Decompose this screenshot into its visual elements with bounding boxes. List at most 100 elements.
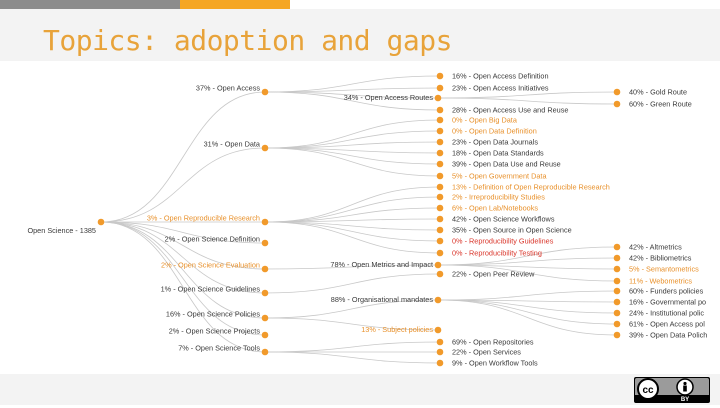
- level3-label: 0% - Open Big Data: [452, 116, 518, 125]
- level4-label: 11% - Webometrics: [629, 277, 692, 286]
- cc-icon: cc: [637, 378, 659, 400]
- tree-node-dot[interactable]: [436, 249, 444, 257]
- tree-node-dot[interactable]: [613, 309, 621, 317]
- tree-edge: [264, 221, 441, 254]
- level4-label: 5% - Semantometrics: [629, 265, 699, 274]
- level2-label: 34% - Open Access Routes: [344, 93, 434, 102]
- tree-node-dot[interactable]: [436, 215, 444, 223]
- tree-edge: [264, 130, 441, 149]
- level4-label: 39% - Open Data Polich: [629, 331, 707, 340]
- level3-label: 22% - Open Peer Review: [452, 270, 535, 279]
- tree-node-dot[interactable]: [434, 296, 442, 304]
- tree-node-dot[interactable]: [436, 226, 444, 234]
- tree-node-dot[interactable]: [613, 100, 621, 108]
- tree-edge: [264, 141, 441, 149]
- by-text: BY: [681, 397, 689, 403]
- level4-label: 24% - Institutional polic: [629, 309, 704, 318]
- level3-label: 16% - Open Access Definition: [452, 72, 549, 81]
- tree-node-dot[interactable]: [436, 149, 444, 157]
- tree-node-dot[interactable]: [436, 72, 444, 80]
- tree-node-dot[interactable]: [436, 348, 444, 356]
- top-bar-gray: [0, 0, 180, 9]
- tree-node-dot[interactable]: [261, 331, 269, 339]
- level3-label: 28% - Open Access Use and Reuse: [452, 106, 568, 115]
- tree-node-dot[interactable]: [261, 348, 269, 356]
- level1-label: 31% - Open Data: [204, 140, 261, 149]
- tree-node-dot[interactable]: [434, 94, 442, 102]
- level3-label: 42% - Open Science Workflows: [452, 215, 555, 224]
- tree-node-dot[interactable]: [613, 320, 621, 328]
- tree-node-dot[interactable]: [436, 160, 444, 168]
- tree-edge: [264, 119, 441, 149]
- tree-edge: [437, 299, 618, 303]
- level1-label: 16% - Open Science Policies: [166, 310, 260, 319]
- tree-node-dot[interactable]: [436, 237, 444, 245]
- tree-node-dot[interactable]: [436, 270, 444, 278]
- tree-node-dot[interactable]: [436, 193, 444, 201]
- tree-node-dot[interactable]: [434, 261, 442, 269]
- tree-edge: [437, 290, 618, 301]
- tree-nodes: [97, 72, 621, 367]
- level3-label: 39% - Open Data Use and Reuse: [452, 160, 561, 169]
- level3-label: 2% - Irreproducibility Studies: [452, 193, 545, 202]
- tree-node-dot[interactable]: [613, 88, 621, 96]
- tree-node-dot[interactable]: [613, 298, 621, 306]
- level1-label: 7% - Open Science Tools: [178, 344, 260, 353]
- tree-node-dot[interactable]: [436, 84, 444, 92]
- tree-node-dot[interactable]: [97, 218, 105, 226]
- level3-label: 35% - Open Source in Open Science: [452, 226, 572, 235]
- level3-label: 69% - Open Repositories: [452, 338, 534, 347]
- tree-node-dot[interactable]: [436, 138, 444, 146]
- tree-node-dot[interactable]: [436, 204, 444, 212]
- tree-edge: [100, 221, 266, 336]
- level4-label: 60% - Green Route: [629, 100, 692, 109]
- tree-node-dot[interactable]: [613, 243, 621, 251]
- tree-node-dot[interactable]: [436, 116, 444, 124]
- tree-node-dot[interactable]: [436, 106, 444, 114]
- tree-node-dot[interactable]: [436, 338, 444, 346]
- tree-edge: [264, 91, 441, 111]
- tree-node-dot[interactable]: [436, 172, 444, 180]
- level2-label: 78% - Open Metrics and Impact: [330, 260, 433, 269]
- bottom-band: [0, 374, 720, 405]
- tree-node-dot[interactable]: [613, 265, 621, 273]
- tree-edge: [264, 299, 439, 319]
- tree-node-dot[interactable]: [261, 88, 269, 96]
- tree-node-dot[interactable]: [261, 265, 269, 273]
- tree-edge: [100, 147, 266, 223]
- tree-node-dot[interactable]: [261, 144, 269, 152]
- tree-node-dot[interactable]: [436, 359, 444, 367]
- tree-node-dot[interactable]: [434, 326, 442, 334]
- level3-label: 0% - Open Data Definition: [452, 127, 537, 136]
- tree-node-dot[interactable]: [261, 314, 269, 322]
- tree-node-dot[interactable]: [613, 254, 621, 262]
- tree-edge: [437, 299, 618, 325]
- level1-label: 37% - Open Access: [196, 84, 260, 93]
- tree-node-dot[interactable]: [261, 218, 269, 226]
- level3-label: 23% - Open Access Initiatives: [452, 84, 549, 93]
- tree-edge: [437, 97, 618, 105]
- tree-node-dot[interactable]: [261, 289, 269, 297]
- level3-label: 18% - Open Data Standards: [452, 149, 544, 158]
- tree-node-dot[interactable]: [261, 239, 269, 247]
- cc-by-logo: cc BY: [635, 378, 709, 403]
- level4-label: 16% - Governmental po: [629, 298, 706, 307]
- tree-node-dot[interactable]: [436, 183, 444, 191]
- level4-label: 42% - Altmetrics: [629, 243, 682, 252]
- level4-label: 42% - Bibliometrics: [629, 254, 692, 263]
- tree-edge: [264, 186, 441, 223]
- tree-edge: [100, 221, 266, 244]
- tree-edge: [264, 147, 441, 154]
- tree-node-dot[interactable]: [613, 277, 621, 285]
- tree-node-dot[interactable]: [613, 331, 621, 339]
- slide-title: Topics: adoption and gaps: [43, 24, 452, 57]
- cc-by-license-badge: cc BY: [634, 377, 710, 403]
- tree-edge: [264, 273, 441, 294]
- tree-edge: [100, 91, 266, 223]
- level1-label: 3% - Open Reproducible Research: [147, 214, 260, 223]
- tree-node-dot[interactable]: [436, 127, 444, 135]
- level4-label: 61% - Open Access pol: [629, 320, 705, 329]
- tree-node-dot[interactable]: [613, 287, 621, 295]
- level1-label: 2% - Open Science Projects: [169, 327, 261, 336]
